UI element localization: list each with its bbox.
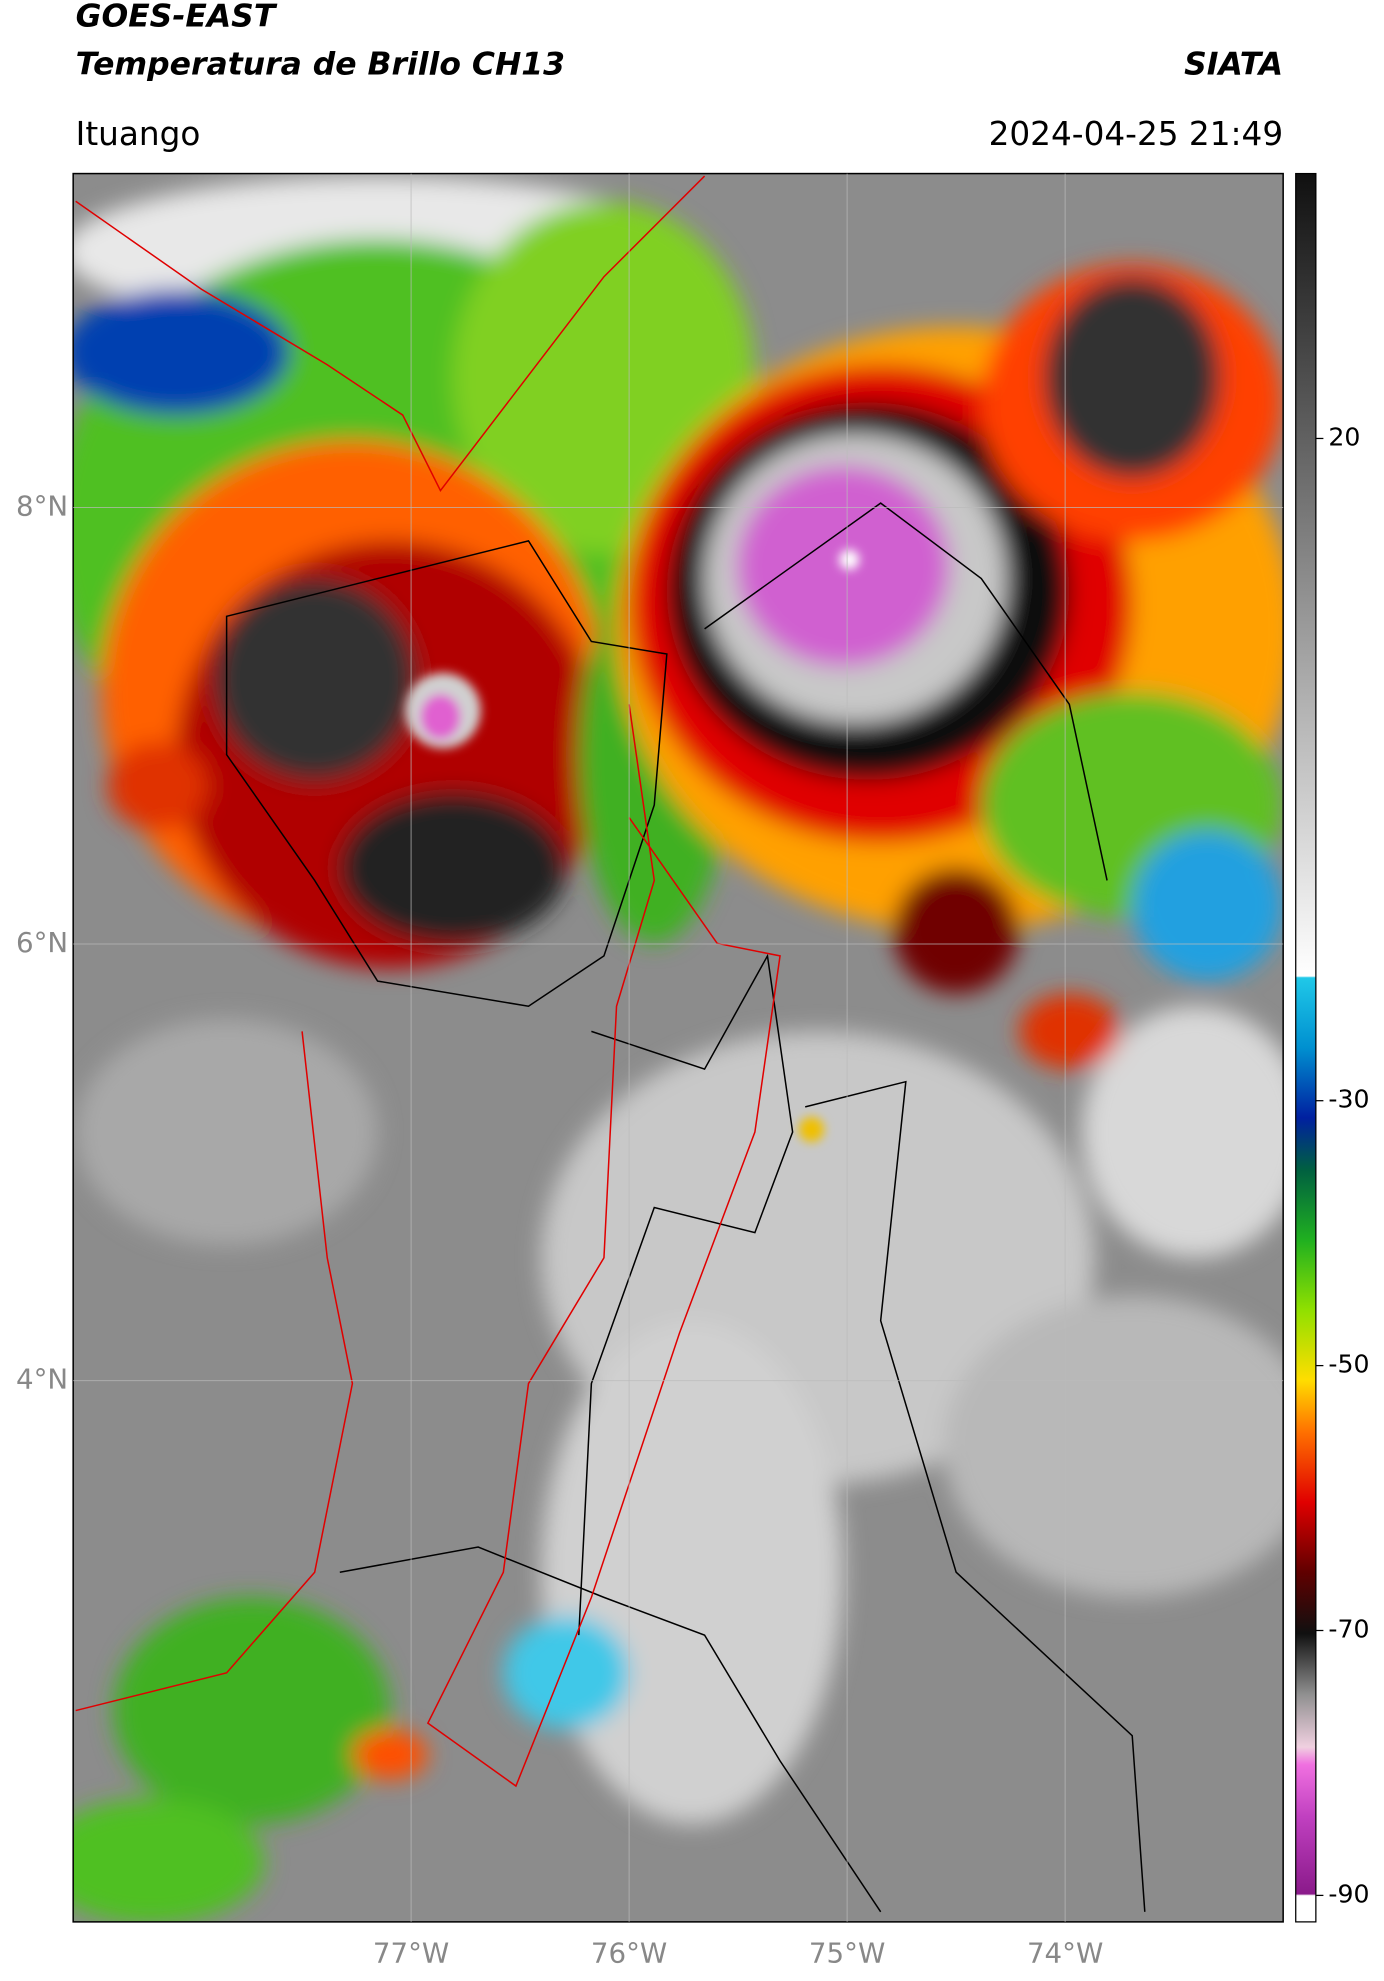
source: SIATA xyxy=(1184,46,1283,82)
location: Ituango xyxy=(76,115,201,153)
colorbar-tick-label: -70 xyxy=(1328,1614,1369,1643)
x-tick-label: 76°W xyxy=(591,1937,667,1970)
colorbar xyxy=(1295,172,1317,1923)
datetime: 2024-04-25 21:49 xyxy=(989,115,1284,153)
colorbar-tick-label: 20 xyxy=(1328,422,1360,451)
satellite-image xyxy=(73,173,1284,1922)
colorbar-tick-label: -50 xyxy=(1328,1350,1369,1379)
x-tick-label: 75°W xyxy=(809,1937,885,1970)
x-tick-label: 77°W xyxy=(373,1937,449,1970)
title: GOES-EAST xyxy=(76,0,278,35)
y-tick-label: 4°N xyxy=(16,1363,68,1396)
y-tick-label: 8°N xyxy=(16,490,68,523)
map-frame xyxy=(72,172,1284,1923)
subtitle: Temperatura de Brillo CH13 xyxy=(76,46,565,82)
y-tick-label: 6°N xyxy=(16,926,68,959)
colorbar-tick-label: -90 xyxy=(1328,1879,1369,1908)
x-tick-label: 74°W xyxy=(1027,1937,1103,1970)
colorbar-tick-label: -30 xyxy=(1328,1085,1369,1114)
boundaries xyxy=(75,175,781,1788)
